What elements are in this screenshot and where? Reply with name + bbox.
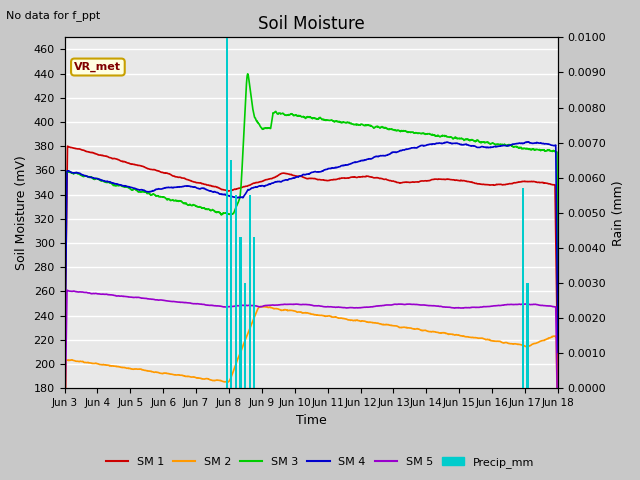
X-axis label: Time: Time [296,414,326,427]
Bar [522,188,524,388]
Bar [253,238,255,388]
Bar [526,283,529,388]
Bar [230,160,232,388]
Text: VR_met: VR_met [74,62,122,72]
Title: Soil Moisture: Soil Moisture [258,15,365,33]
Bar [239,238,242,388]
Y-axis label: Rain (mm): Rain (mm) [612,180,625,246]
Text: No data for f_ppt: No data for f_ppt [6,10,100,21]
Y-axis label: Soil Moisture (mV): Soil Moisture (mV) [15,156,28,270]
Bar [248,195,251,388]
Bar [225,37,228,388]
Bar [244,283,246,388]
Bar [235,195,237,388]
Legend: SM 1, SM 2, SM 3, SM 4, SM 5, Precip_mm: SM 1, SM 2, SM 3, SM 4, SM 5, Precip_mm [101,452,539,472]
